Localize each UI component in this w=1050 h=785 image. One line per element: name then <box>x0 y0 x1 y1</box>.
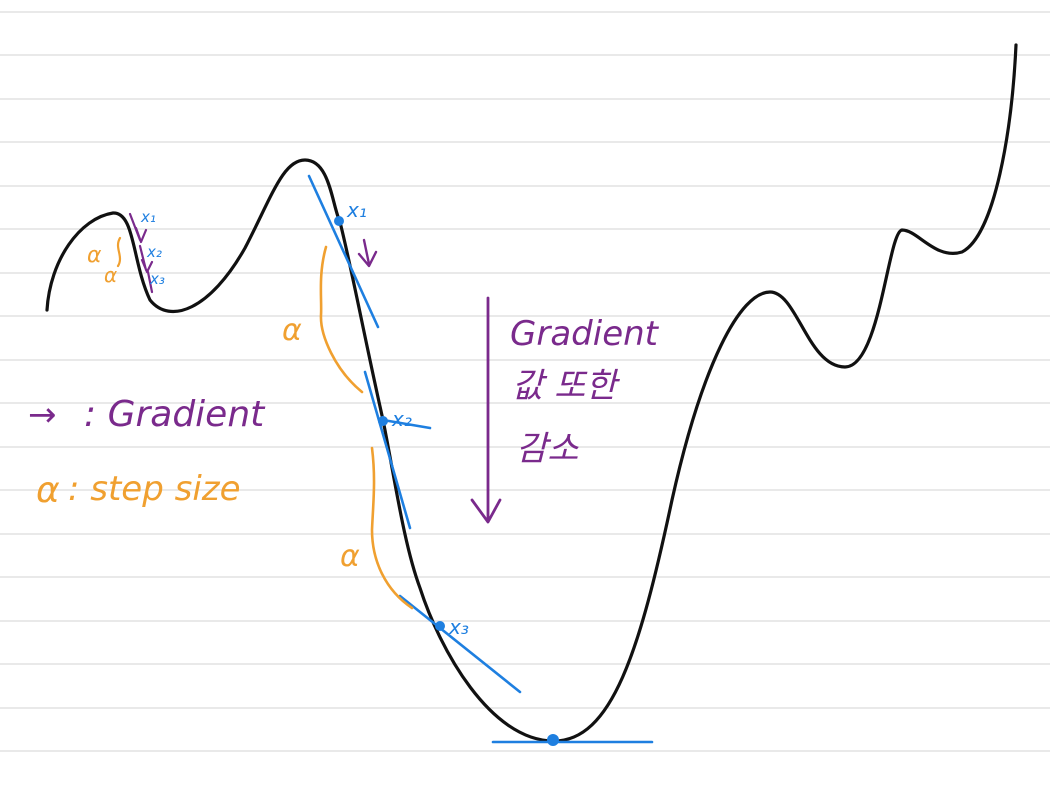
cluster-label-x1: x₁ <box>140 208 156 226</box>
cluster-label-x2: x₂ <box>146 243 162 261</box>
gradient-arrow-small <box>357 238 378 268</box>
legend-step-text: : step size <box>68 469 241 509</box>
legend-gradient-text: : Gradient <box>84 394 266 435</box>
legend: → : Gradient α : step size <box>28 394 266 511</box>
cluster-alpha-2: α <box>104 263 117 287</box>
cluster-label-x3: x₃ <box>149 270 165 288</box>
annotation-line-2: 값 또한 <box>512 366 620 406</box>
label-x3: x₃ <box>448 615 469 639</box>
cluster-alpha-1: α <box>87 243 102 268</box>
legend-arrow-symbol: → <box>28 395 57 435</box>
point-x3 <box>435 621 445 631</box>
legend-step-symbol: α <box>36 470 60 511</box>
cluster-bracket <box>116 236 122 268</box>
loss-curve <box>45 43 1018 743</box>
descent-points <box>334 216 559 746</box>
label-x1: x₁ <box>346 198 367 222</box>
label-x2: x₂ <box>391 407 412 431</box>
step-alpha-1: α <box>282 313 302 348</box>
ruled-lines <box>0 11 1050 752</box>
tangent-line-x3 <box>398 594 522 694</box>
gradient-decrease-arrow <box>470 296 502 524</box>
point-minimum <box>547 734 559 746</box>
point-x1 <box>334 216 344 226</box>
point-x2 <box>378 416 388 426</box>
tangent-line-x2 <box>363 370 412 530</box>
tangent-line-x1 <box>307 174 380 329</box>
step-alpha-2: α <box>340 539 360 574</box>
tangent-lines <box>307 174 654 744</box>
local-min-annotation: α α x₁ x₂ x₃ <box>87 208 165 294</box>
step-bracket-1 <box>319 245 364 394</box>
tangent-tick-x2 <box>381 418 432 430</box>
annotation-line-3: 감소 <box>516 429 579 469</box>
step-bracket-2 <box>370 446 414 610</box>
annotation-line-1: Gradient <box>510 314 660 354</box>
cluster-gradient-arrows <box>128 212 154 294</box>
